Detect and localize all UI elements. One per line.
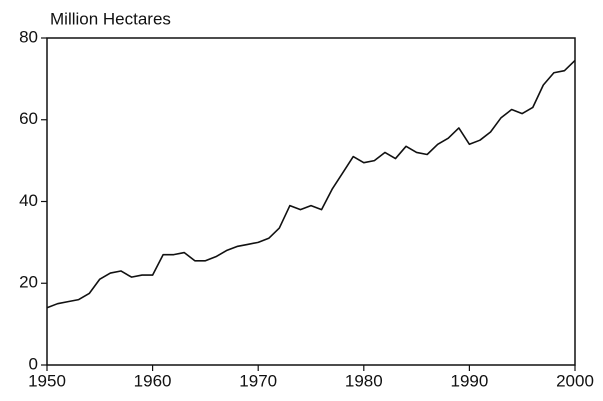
x-tick-label: 1980 [345, 371, 383, 390]
x-tick-label: 1950 [28, 371, 66, 390]
x-tick-label: 1960 [134, 371, 172, 390]
x-tick-label: 1990 [450, 371, 488, 390]
data-line [46, 59, 576, 309]
plot-frame [46, 37, 576, 366]
y-tick-label: 80 [19, 27, 38, 46]
y-tick-label: 20 [19, 273, 38, 292]
x-tick-label: 2000 [556, 371, 594, 390]
y-tick-label: 60 [19, 109, 38, 128]
y-tick-label: 40 [19, 191, 38, 210]
y-tick-label: 0 [29, 354, 38, 373]
x-tick-label: 1970 [239, 371, 277, 390]
y-axis-label: Million Hectares [50, 9, 171, 28]
